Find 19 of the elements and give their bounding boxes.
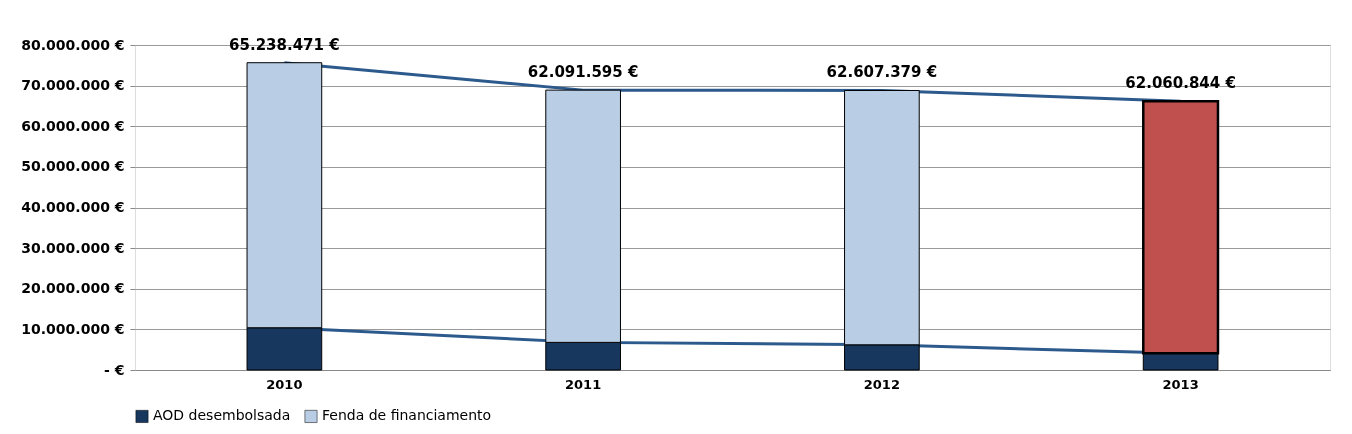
y-tick-label: 50.000.000 € (21, 158, 125, 175)
data-label: 62.091.595 € (527, 63, 639, 82)
y-tick-label: 60.000.000 € (21, 117, 125, 134)
y-tick-label: 30.000.000 € (21, 239, 125, 256)
y-tick-label: 80.000.000 € (21, 36, 125, 53)
x-tick-label: 2010 (266, 376, 303, 392)
y-tick-label: 40.000.000 € (21, 199, 125, 215)
legend-label: AOD desembolsada (153, 407, 291, 424)
y-tick-label: 20.000.000 € (21, 280, 125, 297)
data-label: 62.060.844 € (1125, 74, 1236, 93)
x-tick-label: 2013 (1162, 376, 1199, 392)
legend-label: Fenda de financiamento (322, 407, 492, 424)
x-tick-label: 2011 (565, 376, 602, 392)
data-label: 62.607.379 € (826, 63, 938, 82)
data-label: 65.238.471 € (229, 35, 340, 54)
y-tick-label: - € (104, 361, 125, 378)
y-tick-label: 10.000.000 € (21, 320, 125, 337)
y-tick-label: 70.000.000 € (21, 77, 125, 94)
x-tick-label: 2012 (863, 376, 900, 392)
